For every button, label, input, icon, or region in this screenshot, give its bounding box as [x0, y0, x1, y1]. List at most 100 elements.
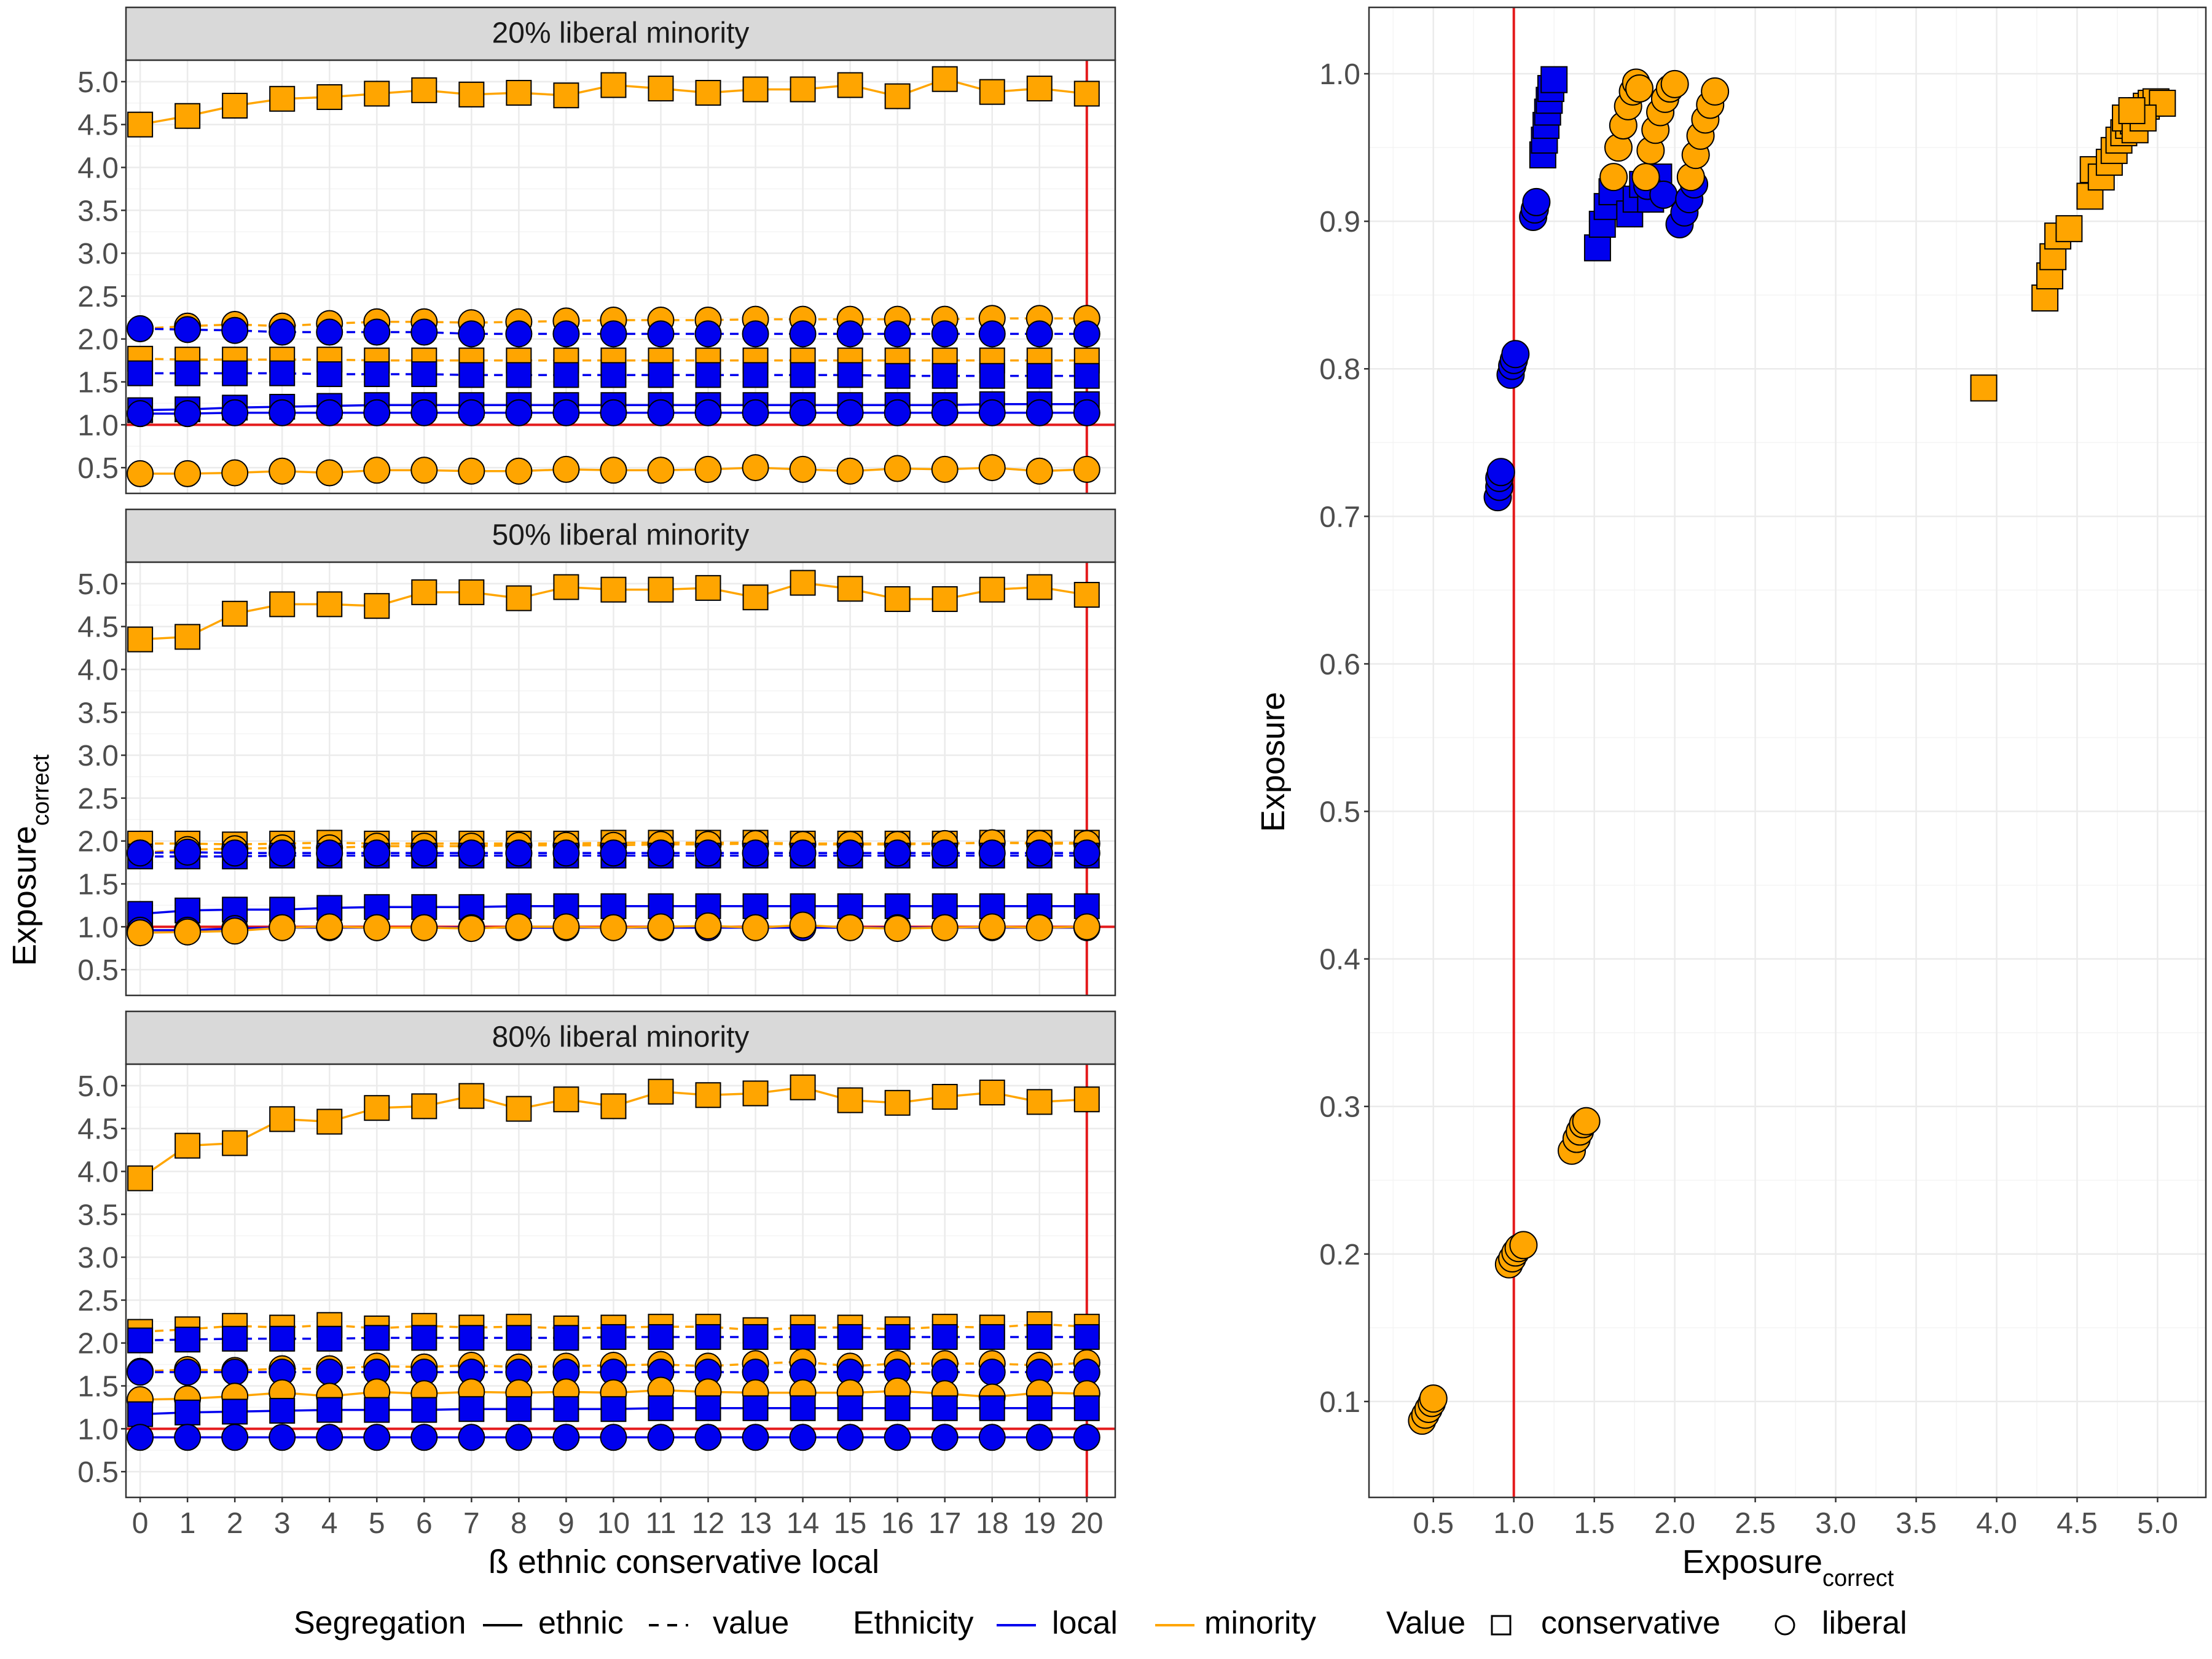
- x-tick-label: 3: [274, 1507, 291, 1540]
- point-minority-liberal: [410, 914, 438, 941]
- point-local-liberal: [742, 839, 769, 867]
- point-minority-liberal: [931, 914, 959, 941]
- point-local-liberal: [931, 839, 959, 867]
- point-minority-liberal: [410, 457, 438, 484]
- point-minority-conservative: [884, 83, 911, 109]
- point-local-conservative: [506, 362, 532, 388]
- left-y-axis-title-main: Exposure: [6, 826, 43, 966]
- point-local-conservative: [316, 1397, 343, 1423]
- point-local-conservative: [1026, 363, 1053, 389]
- point-minority-conservative: [931, 66, 958, 92]
- facet-panel-3: 80% liberal minority 0.5 1.0 1.5 2.0 2.5 3.0 3.…: [77, 1010, 1116, 1540]
- point-local-conservative: [837, 1324, 863, 1350]
- point-local-liberal: [789, 320, 817, 348]
- point-minority-liberal: [458, 915, 485, 943]
- point-local-conservative: [364, 1325, 390, 1351]
- point-minority-liberal: [978, 454, 1006, 482]
- point-local-liberal: [884, 320, 911, 348]
- point-minority-liberal: [316, 913, 343, 941]
- point-minority-conservative: [695, 1082, 721, 1108]
- scatter-point-minority-conservative: [2031, 284, 2059, 312]
- x-tick-label: 3.5: [1896, 1507, 1937, 1540]
- point-minority-liberal: [694, 912, 722, 939]
- point-local-conservative: [269, 360, 296, 386]
- scatter-point-minority-liberal: [1625, 74, 1654, 103]
- y-tick-label: 1.0: [77, 911, 119, 944]
- facet-strip-label: 20% liberal minority: [492, 17, 750, 50]
- y-tick-label: 2.0: [77, 324, 119, 356]
- point-local-liberal: [836, 320, 864, 348]
- point-local-conservative: [458, 362, 485, 388]
- point-minority-liberal: [789, 911, 817, 939]
- point-local-liberal: [410, 399, 438, 426]
- point-minority-conservative: [742, 76, 769, 103]
- point-local-liberal: [742, 320, 769, 348]
- point-minority-liberal: [363, 457, 391, 484]
- y-tick-label: 1.0: [77, 409, 119, 442]
- point-minority-liberal: [647, 913, 675, 941]
- x-tick-label: 15: [834, 1507, 866, 1540]
- point-local-liberal: [789, 399, 817, 426]
- y-tick-label: 1.5: [77, 367, 119, 399]
- point-local-conservative: [222, 1398, 248, 1425]
- panel-border: [125, 1063, 1116, 1499]
- point-minority-conservative: [127, 1165, 154, 1191]
- point-local-conservative: [222, 1325, 248, 1352]
- y-tick-label: 0.5: [77, 954, 119, 987]
- point-local-liberal: [931, 1424, 959, 1451]
- y-tick-label: 4.0: [77, 654, 119, 687]
- faceted-line-charts: 20% liberal minority 0.5 1.0 1.5 2.0 2.5 3.0 3.…: [77, 6, 1116, 1540]
- point-minority-conservative: [931, 1084, 958, 1110]
- point-local-liberal: [742, 1424, 769, 1451]
- point-local-conservative: [979, 1324, 1005, 1350]
- y-tick-label: 3.5: [77, 697, 119, 729]
- point-local-liberal: [316, 318, 343, 346]
- point-local-conservative: [364, 361, 390, 387]
- scatter-point-minority-liberal: [1599, 163, 1628, 192]
- point-local-conservative: [790, 1324, 816, 1350]
- point-minority-liberal: [1073, 913, 1100, 941]
- point-minority-liberal: [174, 918, 202, 946]
- point-minority-conservative: [127, 111, 154, 138]
- point-local-liberal: [552, 399, 580, 426]
- y-tick-label: 3.5: [77, 1199, 119, 1231]
- scatter-point-minority-liberal: [1419, 1384, 1448, 1413]
- point-minority-liberal: [978, 913, 1006, 941]
- point-minority-conservative: [222, 1130, 248, 1156]
- y-tick-label: 5.0: [77, 568, 119, 601]
- scatter-point-local-liberal: [1501, 340, 1530, 369]
- left-x-axis-title: ß ethnic conservative local: [488, 1543, 879, 1580]
- point-minority-conservative: [269, 85, 296, 112]
- point-minority-conservative: [931, 586, 958, 613]
- x-tick-label: 4.0: [1976, 1507, 2017, 1540]
- point-local-conservative: [600, 1324, 627, 1350]
- legend-ethnicity-local: local: [1052, 1606, 1118, 1641]
- point-minority-conservative: [316, 591, 343, 618]
- point-local-liberal: [978, 1424, 1006, 1451]
- point-minority-liberal: [127, 460, 154, 487]
- point-minority-conservative: [364, 1095, 390, 1121]
- point-local-conservative: [979, 1395, 1005, 1421]
- point-local-liberal: [552, 839, 580, 867]
- point-local-liberal: [458, 1424, 485, 1451]
- y-tick-label: 0.5: [1319, 796, 1360, 829]
- point-local-conservative: [979, 363, 1005, 389]
- point-local-liberal: [174, 1424, 202, 1451]
- point-local-liberal: [1073, 399, 1100, 426]
- facet-strip-label: 50% liberal minority: [492, 519, 750, 552]
- point-local-conservative: [269, 1398, 296, 1424]
- y-tick-label: 1.0: [1319, 58, 1360, 91]
- point-local-conservative: [553, 362, 579, 388]
- point-local-liberal: [647, 399, 675, 426]
- point-local-liberal: [1026, 1424, 1053, 1451]
- y-tick-label: 2.5: [77, 1285, 119, 1317]
- point-local-liberal: [174, 838, 202, 866]
- x-tick-label: 19: [1023, 1507, 1056, 1540]
- left-y-axis-title: Exposurecorrect: [6, 754, 54, 966]
- y-tick-label: 3.5: [77, 195, 119, 227]
- point-minority-liberal: [694, 455, 722, 483]
- point-minority-conservative: [506, 80, 532, 106]
- point-local-conservative: [222, 360, 248, 386]
- point-local-conservative: [175, 360, 201, 386]
- legend-ethnicity-minority: minority: [1204, 1606, 1316, 1641]
